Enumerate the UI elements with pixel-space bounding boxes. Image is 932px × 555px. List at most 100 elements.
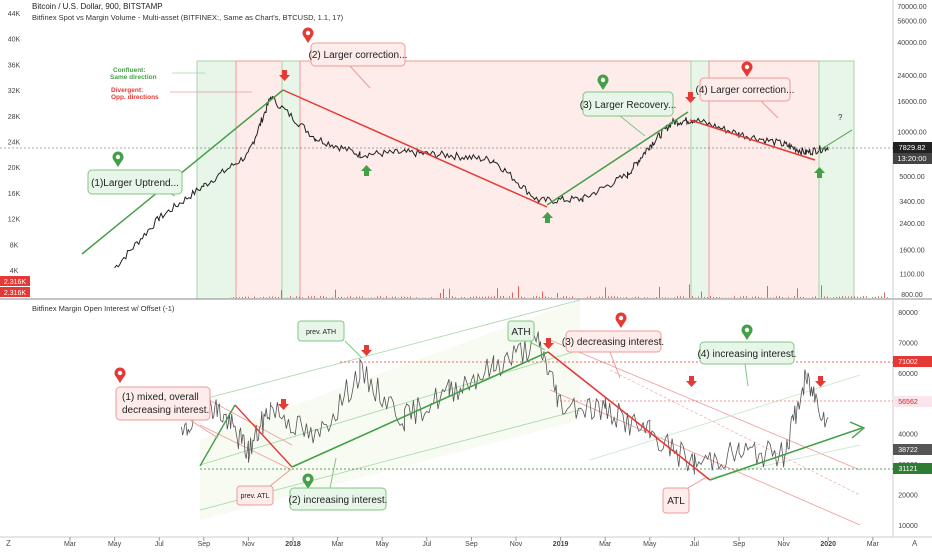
volume-bar [812,297,813,298]
left-tick-label: 40K [8,37,21,44]
volume-bar [314,296,315,298]
volume-bar [884,292,885,298]
volume-bar [866,296,867,298]
volume-bar [743,296,744,298]
volume-bar [815,296,816,298]
volume-bar [797,288,798,298]
volume-bar [395,297,396,298]
volume-bar [773,297,774,298]
volume-bar [521,297,522,298]
x-tick-label: Mar [64,541,77,548]
left-tick-label: 16K [8,191,21,198]
volume-bar [359,297,360,298]
volume-bar [452,296,453,298]
right-tick-label-lower: 60000 [898,371,918,378]
volume-bar [254,297,255,298]
right-tick-label-lower: 40000 [898,432,918,439]
volume-bar [401,297,402,298]
volume-bar [380,296,381,298]
volume-bar [779,296,780,298]
volume-bar [758,297,759,298]
volume-bar [350,296,351,298]
left-tick-label: 24K [8,140,21,147]
callout-uptrend[interactable]: (1)Larger Uptrend... [88,170,182,196]
volume-bar [776,296,777,298]
badge-left-bottom-text: 2.316K [4,290,27,297]
oi-callout-4-text: (4) increasing interest. [698,349,797,360]
volume-bar [494,296,495,298]
volume-bar [455,297,456,298]
volume-bar [356,297,357,298]
volume-bar [548,297,549,298]
volume-bar [476,296,477,298]
volume-bar [824,296,825,298]
legend-divergent-sub: Opp. directions [111,94,159,101]
x-tick-label: Sep [465,541,478,548]
x-tick-label: Sep [198,541,211,548]
right-tick-label: 16000.00 [897,99,926,106]
bottom-right-label[interactable]: A [912,539,918,548]
volume-bar [746,296,747,298]
volume-bar [587,297,588,298]
volume-bar [371,297,372,298]
volume-bar [863,296,864,298]
x-tick-label: Sep [733,541,746,548]
zone-green-1 [197,61,236,299]
volume-bar [836,297,837,298]
volume-bar [857,297,858,298]
legend-divergent: Divergent: [111,87,143,94]
volume-bar [407,297,408,298]
volume-bar [386,296,387,298]
volume-bar [449,289,450,298]
volume-bar [545,296,546,298]
left-tick-label: 12K [8,217,21,224]
lower-pane-title: Bitfinex Margin Open Interest w/ Offset … [32,304,175,313]
volume-bar [482,297,483,298]
callout-recovery-3-text: (3) Larger Recovery... [580,100,677,111]
x-tick-label: May [108,541,122,548]
volume-bar [599,297,600,298]
right-tick-label-lower: 20000 [898,493,918,500]
volume-bar [323,296,324,298]
volume-bar [236,297,237,298]
volume-bar [623,297,624,298]
volume-bar [845,296,846,298]
volume-bar [605,287,606,298]
volume-bar [854,296,855,298]
right-tick-label-lower: 70000 [898,340,918,347]
volume-bar [596,297,597,298]
volume-bar [299,297,300,298]
badge-left-top-text: 2.316K [4,279,27,286]
volume-bar [542,292,543,298]
volume-bar [485,297,486,298]
volume-bar [497,288,498,298]
volume-bar [443,289,444,298]
legend-confluent-sub: Same direction [110,74,157,81]
x-tick-label: May [643,541,657,548]
volume-bar [290,296,291,298]
question-mark: ? [838,113,843,122]
volume-bar [245,297,246,298]
volume-bar [842,296,843,298]
volume-bar [533,297,534,298]
volume-bar [572,296,573,298]
x-tick-label: Nov [510,541,523,548]
bottom-left-label[interactable]: Z [6,539,11,548]
volume-bar [788,297,789,298]
volume-bar [509,296,510,298]
oi-callout-1-line1: (1) mixed, overall [122,392,199,403]
oi-callout-1-line2: decreasing interest. [122,405,209,416]
callout-correction-2-text: (2) Larger correction... [309,50,408,61]
x-tick-label: 2018 [285,541,301,548]
volume-bar [767,286,768,298]
volume-bar [611,296,612,298]
right-tick-label: 5000.00 [899,174,924,181]
volume-bar [269,297,270,298]
volume-bar [614,296,615,298]
right-tick-label: 800.00 [901,292,923,299]
volume-bar [851,296,852,298]
volume-bar [347,297,348,298]
volume-bar [860,297,861,298]
legend-confluent: Confluent: [113,67,146,74]
volume-bar [848,296,849,298]
